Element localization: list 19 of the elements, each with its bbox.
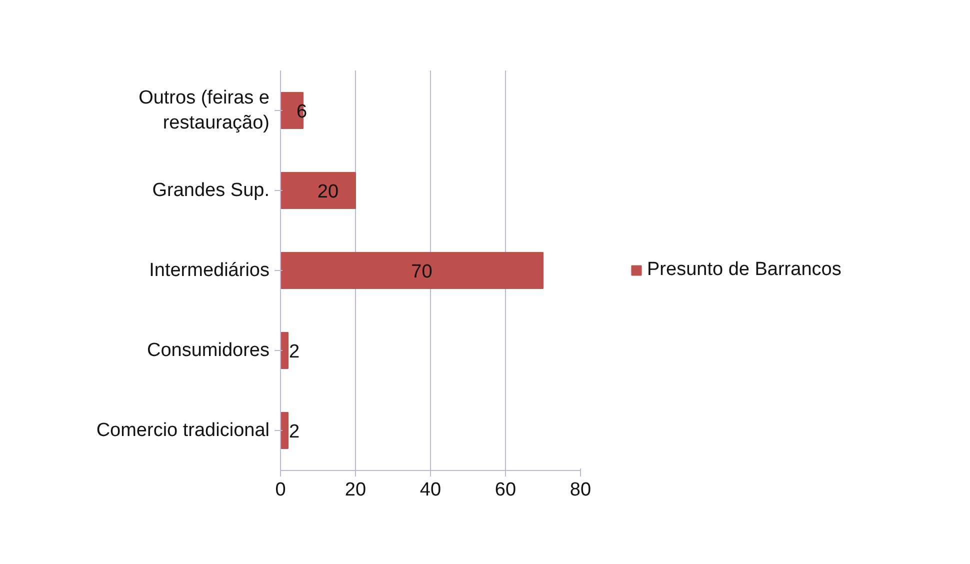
data-label: 2: [288, 342, 300, 362]
y-tick-label: Comercio tradicional: [96, 420, 270, 441]
data-label: 20: [317, 182, 339, 202]
data-label: 70: [411, 262, 432, 282]
x-tick-label: 40: [420, 480, 442, 500]
legend-label: Presunto de Barrancos: [647, 259, 842, 281]
data-label: 2: [288, 422, 300, 442]
y-tick-label: Intermediários: [149, 260, 270, 281]
x-tick-label: 60: [494, 480, 516, 500]
bar: [280, 252, 544, 289]
y-tick-label: Outros (feiras e restauração): [138, 87, 270, 134]
x-tick-label: 80: [570, 480, 592, 500]
x-tick-label: 20: [344, 480, 366, 500]
y-tick-label: Grandes Sup.: [152, 180, 270, 201]
bar: [280, 172, 356, 209]
bar: [280, 412, 288, 449]
bar: [280, 332, 288, 369]
y-tick-label: Consumidores: [147, 340, 270, 361]
x-tick-label: 0: [275, 480, 286, 500]
